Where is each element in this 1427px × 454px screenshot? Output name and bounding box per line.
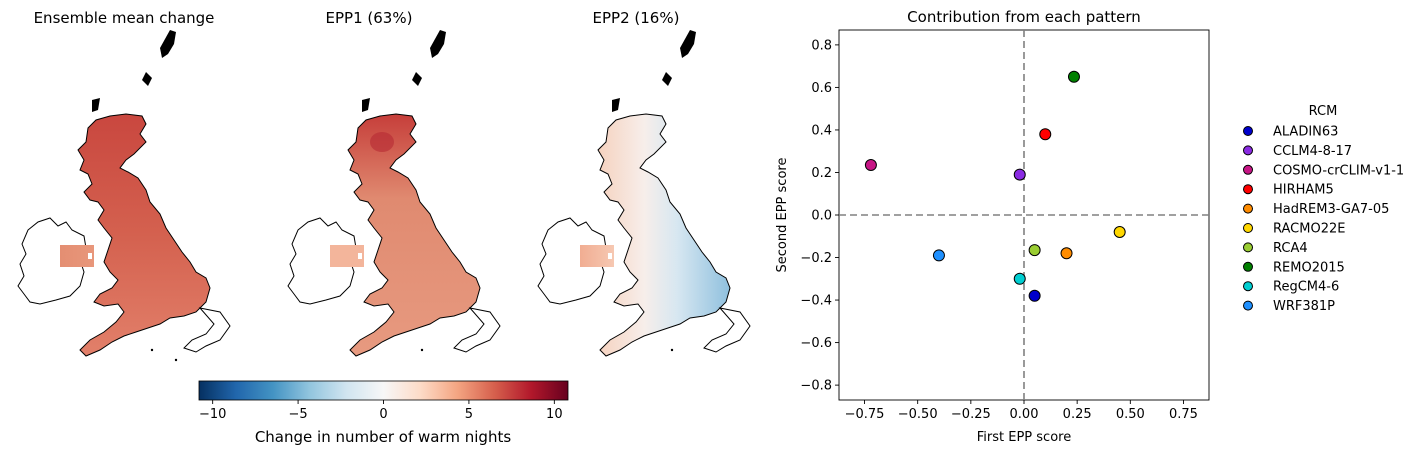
legend-label: RCA4 [1273,241,1308,256]
data-point-wrf381p [932,249,945,262]
data-point-rca4 [1028,244,1041,257]
legend-title: RCM [1309,104,1338,119]
colorbar-ticks: −10 −5 0 5 10 [199,400,563,422]
y-tick-label: −0.6 [800,336,832,351]
y-tick-label: 0.8 [811,38,832,53]
x-tick-label: −0.75 [845,407,885,422]
map-title-epp2: EPP2 (16%) [593,9,680,27]
data-point-cosmo-crclim-v1-1 [864,159,877,172]
colorbar-label: Change in number of warm nights [255,428,512,446]
legend-marker [1243,184,1253,195]
colorbar-tick-label: 5 [465,407,473,422]
legend-marker [1243,164,1253,175]
x-tick-label: −0.50 [898,407,938,422]
colorbar-gradient [198,380,569,401]
map-title-epp1: EPP1 (63%) [326,9,413,27]
y-tick-label: −0.8 [800,379,832,394]
legend-label: ALADIN63 [1273,125,1338,140]
legend-marker [1243,223,1253,233]
legend-label: REMO2015 [1273,260,1345,275]
x-tick-label: −0.25 [951,407,991,422]
colorbar-tick-label: −10 [199,407,226,422]
map-panel-epp2: EPP2 (16%) [537,9,751,357]
y-tick-label: 0.4 [811,123,832,138]
legend-label: HIRHAM5 [1273,183,1334,198]
data-point-cclm4-8-17 [1013,168,1026,181]
map-panels: Ensemble mean change EPP1 (63%) [17,9,751,446]
legend: RCM ALADIN63 CCLM4-8-17 COSMO-crCLIM-v1-1 H… [1243,104,1404,314]
map-title-ensemble-mean: Ensemble mean change [34,9,215,27]
y-tick-label: 0.2 [811,166,832,181]
legend-label: CCLM4-8-17 [1273,144,1352,159]
y-tick-label: 0.0 [811,209,832,224]
data-point-hadrem3-ga7-05 [1060,247,1073,260]
x-axis-label: First EPP score [977,430,1071,445]
legend-label: RACMO22E [1273,222,1345,237]
legend-label: WRF381P [1273,299,1335,314]
legend-marker [1243,145,1253,156]
data-point-aladin63 [1028,289,1041,302]
scatter-chart: Contribution from each pattern −0.75 −0.5… [775,8,1210,445]
data-point-racmo22e [1113,226,1126,239]
colorbar-tick-label: −5 [288,407,307,422]
map-panel-ensemble-mean: Ensemble mean change [17,9,231,362]
data-points [864,70,1126,302]
data-point-regcm4-6 [1013,272,1026,285]
x-tick-label: 0.00 [1010,407,1039,422]
chart-title: Contribution from each pattern [907,8,1141,26]
y-tick-label: 0.6 [811,81,832,96]
y-axis-label: Second EPP score [775,158,790,273]
x-tick-label: 0.50 [1116,407,1145,422]
x-tick-label: 0.25 [1063,407,1092,422]
legend-items: ALADIN63 CCLM4-8-17 COSMO-crCLIM-v1-1 HIRHA… [1243,125,1404,314]
legend-marker [1243,203,1253,214]
y-axis-ticks: −0.8 −0.6 −0.4 −0.2 0.0 0.2 0.4 0.6 0.8 [800,38,839,394]
legend-label: RegCM4-6 [1273,280,1339,295]
legend-marker [1243,261,1253,272]
colorbar-tick-label: 10 [546,407,563,422]
legend-label: COSMO-crCLIM-v1-1 [1273,163,1404,178]
colorbar: −10 −5 0 5 10 Change in number of warm night… [198,380,569,446]
y-tick-label: −0.4 [800,294,832,309]
colorbar-tick-label: 0 [379,407,387,422]
data-point-remo2015 [1067,70,1080,83]
x-tick-label: 0.75 [1169,407,1198,422]
legend-marker [1243,242,1253,253]
legend-marker [1243,300,1253,311]
y-tick-label: −0.2 [800,251,832,266]
data-point-hirham5 [1039,128,1052,141]
x-axis-ticks: −0.75 −0.50 −0.25 0.00 0.25 0.50 0.75 [845,400,1198,422]
map-panel-epp1: EPP1 (63%) [287,9,501,357]
legend-marker [1243,126,1253,136]
legend-marker [1243,281,1253,292]
legend-label: HadREM3-GA7-05 [1273,202,1389,217]
